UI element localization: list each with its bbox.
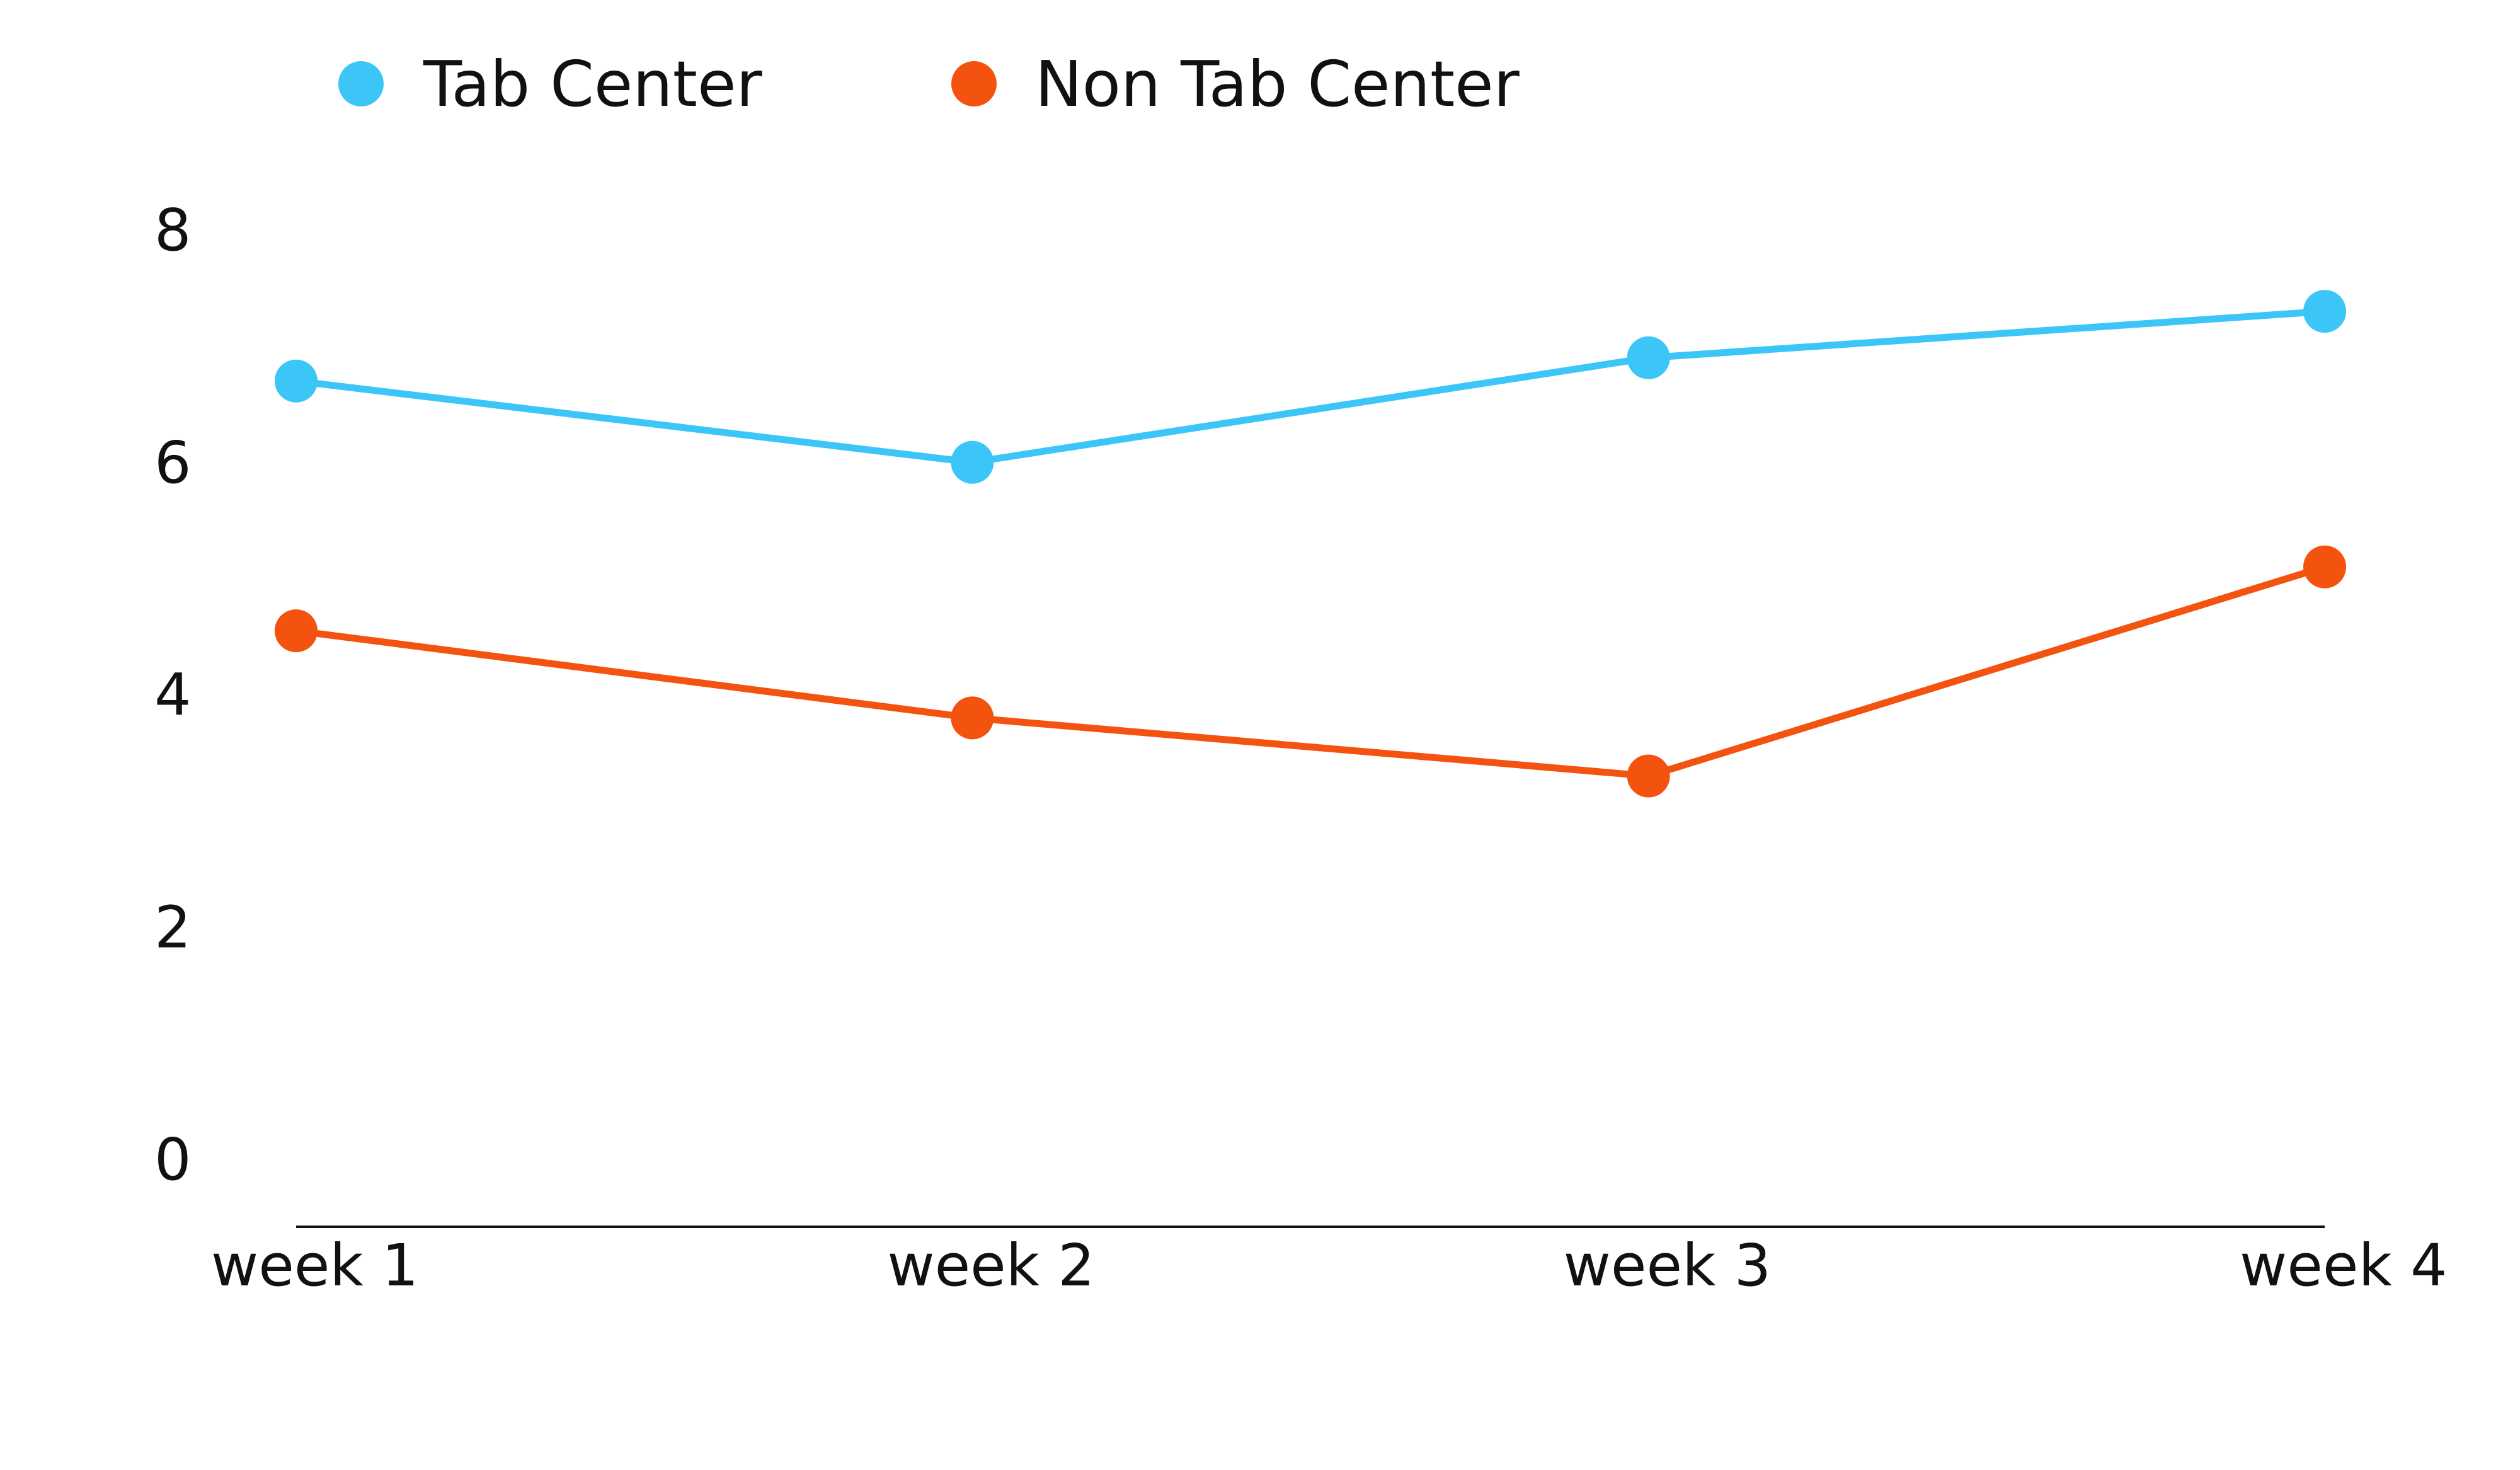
data-point-non-tab-center-2 — [951, 696, 994, 739]
data-point-tab-center-4 — [2303, 290, 2346, 333]
x-tick-label-week-3: week 3 — [1564, 1232, 1772, 1299]
legend: Tab Center Non Tab Center — [338, 47, 1520, 121]
legend-item-non-tab-center: Non Tab Center — [951, 47, 1520, 121]
y-tick-label-0: 0 — [154, 1126, 192, 1193]
data-point-tab-center-2 — [951, 441, 994, 484]
data-point-non-tab-center-4 — [2303, 546, 2346, 589]
x-axis: week 1 week 2 week 3 week 4 — [211, 1232, 2448, 1299]
y-tick-label-2: 2 — [154, 893, 192, 961]
legend-label-non-tab-center: Non Tab Center — [1035, 47, 1520, 121]
legend-item-tab-center: Tab Center — [338, 47, 763, 121]
data-point-tab-center-1 — [275, 360, 318, 403]
series-non-tab-center — [275, 546, 2346, 798]
y-axis: 0 2 4 6 8 — [154, 197, 192, 1193]
x-tick-label-week-2: week 2 — [887, 1232, 1095, 1299]
y-tick-label-8: 8 — [154, 197, 192, 264]
data-point-tab-center-3 — [1627, 336, 1670, 379]
legend-label-tab-center: Tab Center — [423, 47, 763, 121]
y-tick-label-6: 6 — [154, 429, 192, 497]
x-tick-label-week-4: week 4 — [2240, 1232, 2448, 1299]
y-tick-label-4: 4 — [154, 662, 192, 729]
series-tab-center — [275, 290, 2346, 484]
legend-dot-non-tab-center — [951, 61, 997, 106]
data-point-non-tab-center-1 — [275, 609, 318, 652]
series-line-tab-center — [296, 311, 2325, 462]
data-point-non-tab-center-3 — [1627, 755, 1670, 798]
series-layer — [275, 290, 2346, 798]
x-tick-label-week-1: week 1 — [211, 1232, 419, 1299]
series-line-non-tab-center — [296, 567, 2325, 776]
legend-dot-tab-center — [338, 61, 384, 106]
